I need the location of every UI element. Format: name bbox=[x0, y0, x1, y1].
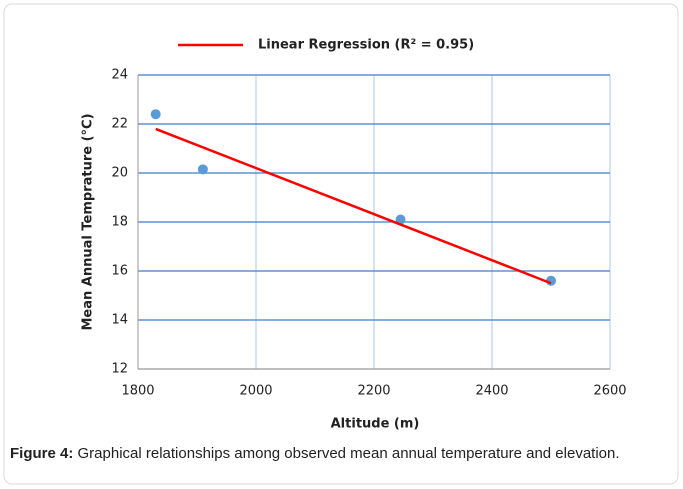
x-axis-title: Altitude (m) bbox=[331, 417, 420, 432]
y-tick-label: 22 bbox=[111, 117, 128, 132]
point bbox=[395, 214, 406, 225]
x-tick-label: 2600 bbox=[593, 384, 626, 399]
y-tick-label: 18 bbox=[111, 215, 128, 230]
caption: Figure 4: Graphical relationships among … bbox=[10, 444, 675, 464]
x-tick-label: 2000 bbox=[239, 384, 272, 399]
y-tick-label: 20 bbox=[111, 166, 128, 181]
point bbox=[150, 109, 161, 120]
x-tick-label: 2400 bbox=[475, 384, 508, 399]
y-tick-label: 24 bbox=[111, 68, 128, 83]
caption-text: Graphical relationships among observed m… bbox=[77, 445, 620, 462]
caption-label: Figure 4: bbox=[10, 445, 74, 462]
x-tick-label: 2200 bbox=[357, 384, 390, 399]
figure-border bbox=[3, 3, 679, 485]
y-tick-label: 14 bbox=[111, 313, 128, 328]
x-tick-label: 1800 bbox=[121, 384, 154, 399]
y-tick-label: 16 bbox=[111, 264, 128, 279]
point bbox=[197, 164, 208, 175]
y-axis-title: Mean Annual Temprature (°C) bbox=[81, 113, 96, 330]
legend-label: Linear Regression (R² = 0.95) bbox=[258, 38, 474, 53]
regression-line bbox=[155, 127, 552, 285]
y-tick-label: 12 bbox=[111, 362, 128, 377]
